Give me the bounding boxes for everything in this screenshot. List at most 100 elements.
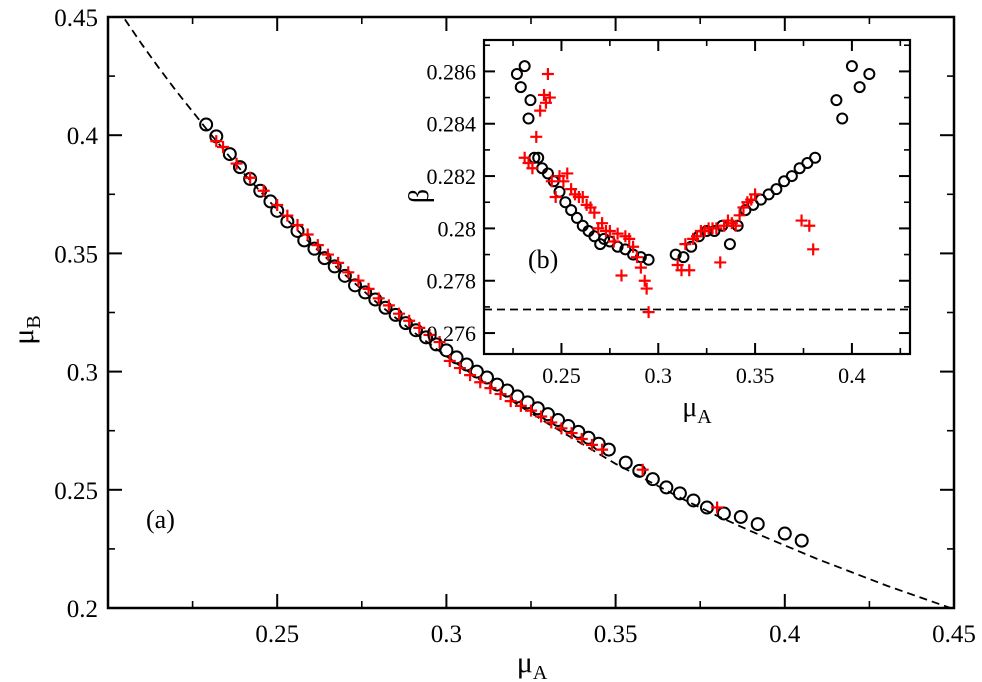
main-cross-point (711, 501, 724, 514)
inset-cross-point (729, 219, 742, 232)
main-cross-point (565, 427, 578, 440)
inset-panel: 0.25 0.3 0.35 0.4 0.2760.2780.280.2820.2840… (404, 38, 912, 428)
main-cross-point (423, 328, 436, 341)
main-y-tick-label: 0.25 (54, 478, 98, 505)
main-cross-point (474, 376, 487, 389)
main-circle-point (388, 307, 403, 322)
main-circle-point (777, 526, 792, 541)
inset-cross-point (534, 104, 547, 117)
inset-circle-point (669, 248, 682, 261)
inset-cross-point (611, 227, 624, 240)
main-x-tick-label: 0.45 (932, 621, 976, 648)
main-y-axis-subscript: B (23, 315, 45, 328)
main-x-tick-label: 0.35 (594, 621, 638, 648)
inset-circle-point (522, 112, 535, 125)
inset-x-tick-label: 0.4 (838, 363, 866, 388)
inset-cross-point (733, 209, 746, 222)
main-y-tick-label: 0.2 (67, 596, 98, 623)
main-circle-point (199, 117, 214, 132)
inset-y-tick-label: 0.28 (438, 216, 477, 241)
inset-cross-point (615, 269, 628, 282)
main-circle-point (419, 330, 434, 345)
inset-cross-point (576, 191, 589, 203)
inset-circle-point (836, 112, 849, 125)
inset-circle-point (809, 151, 822, 164)
inset-cross-point (549, 191, 562, 203)
inset-x-tick-label: 0.25 (542, 363, 581, 388)
main-cross-point (311, 239, 324, 252)
main-circle-point (348, 278, 363, 293)
main-y-axis-title: μB (7, 315, 45, 344)
main-cross-point (514, 399, 527, 412)
main-cross-point (555, 422, 568, 435)
inset-cross-point (679, 238, 692, 251)
main-cross-point (494, 388, 507, 401)
main-y-tick-label: 0.3 (67, 360, 98, 387)
inset-circle-point (570, 211, 583, 224)
inset-cross-point (627, 240, 640, 253)
main-cross-point (210, 135, 223, 148)
main-x-axis-symbol: μ (517, 646, 533, 679)
inset-y-tick-label: 0.276 (427, 321, 477, 346)
main-circle-point (659, 480, 674, 495)
inset-x-axis-symbol: μ (682, 392, 697, 423)
main-cross-point (301, 228, 314, 241)
main-x-tick-label: 0.3 (431, 621, 462, 648)
main-circle-point (733, 509, 748, 524)
panel-label-b: (b) (528, 245, 558, 274)
main-circle-point (398, 316, 413, 331)
inset-circle-point (845, 60, 858, 73)
main-cross-point (433, 336, 446, 349)
main-y-axis-symbol: μ (7, 329, 40, 345)
inset-circle-point (642, 253, 655, 266)
inset-circle-point (559, 196, 572, 209)
inset-cross-point (541, 68, 554, 81)
main-circle-point (750, 517, 765, 532)
main-circle-point (618, 455, 633, 470)
inset-y-tick-label: 0.284 (427, 112, 477, 137)
inset-cross-point (588, 206, 601, 219)
main-circle-point (794, 533, 809, 548)
main-circle-point (307, 241, 322, 256)
inset-cross-point (545, 175, 558, 188)
inset-cross-point (642, 306, 655, 319)
main-cross-point (372, 292, 385, 305)
main-cross-point (443, 354, 456, 367)
main-x-axis-title: μA (517, 646, 548, 682)
panel-label-a: (a) (146, 505, 175, 534)
inset-cross-point (526, 162, 539, 175)
inset-circle-point (510, 68, 523, 81)
inset-circle-point (770, 183, 783, 196)
main-cross-point (352, 274, 365, 287)
main-cross-point (281, 209, 294, 222)
main-y-tick-label: 0.35 (54, 241, 98, 268)
inset-circle-point (723, 238, 736, 251)
main-cross-point (217, 141, 230, 154)
main-cross-point (484, 382, 497, 395)
main-cross-point (342, 266, 355, 279)
inset-cross-point (530, 130, 543, 143)
main-x-axis-subscript: A (533, 662, 548, 682)
main-cross-point (332, 256, 345, 269)
inset-y-tick-label: 0.286 (427, 59, 477, 84)
inset-x-axis-title: μA (682, 392, 712, 428)
main-cross-point (525, 404, 537, 417)
main-cross-point (545, 416, 558, 429)
inset-cross-point (714, 256, 727, 269)
main-circle-point (645, 472, 660, 487)
main-cross-point (393, 307, 406, 320)
inset-cross-point (623, 232, 636, 245)
inset-cross-point (710, 222, 723, 235)
main-cross-point (585, 438, 598, 451)
inset-cross-point (638, 274, 651, 287)
inset-x-tick-label: 0.3 (645, 363, 673, 388)
main-circle-point (378, 300, 393, 315)
main-cross-point (382, 299, 395, 312)
inset-y-tick-labels: 0.276 0.278 0.28 0.282 0.284 0.286 (427, 59, 477, 346)
inset-circle-point (677, 251, 690, 264)
main-cross-point (413, 321, 426, 334)
inset-background (484, 40, 910, 354)
inset-cross-point (634, 261, 647, 274)
inset-cross-point (538, 88, 551, 101)
main-circle-point (686, 493, 701, 508)
